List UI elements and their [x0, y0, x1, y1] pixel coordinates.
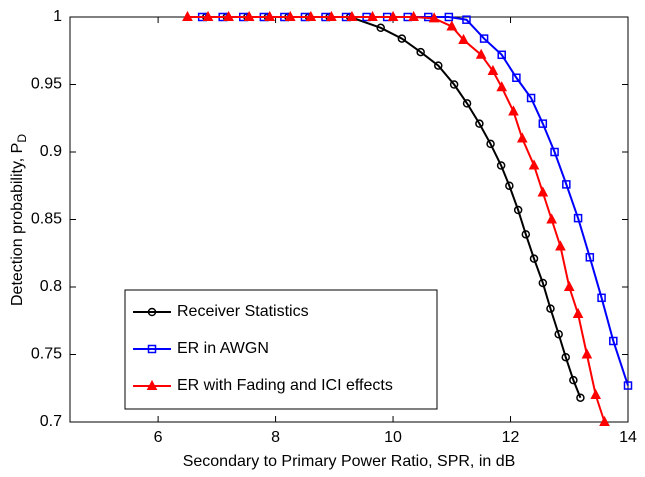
- y-tick-label: 0.85: [31, 211, 62, 228]
- marker: [505, 181, 514, 190]
- marker: [475, 48, 487, 59]
- x-tick-label: 12: [502, 429, 520, 446]
- y-tick-label: 0.75: [31, 346, 62, 363]
- marker: [428, 12, 440, 23]
- y-axis-label: Detection probability, PD: [9, 134, 29, 306]
- marker: [581, 348, 593, 359]
- marker: [462, 15, 471, 24]
- marker: [572, 307, 584, 318]
- marker: [146, 379, 158, 390]
- marker: [408, 10, 419, 21]
- marker: [563, 280, 575, 291]
- marker: [538, 278, 548, 288]
- marker: [496, 81, 508, 92]
- legend-label: Receiver Statistics: [177, 303, 309, 320]
- marker: [546, 304, 555, 313]
- marker: [573, 213, 583, 223]
- marker: [487, 64, 499, 75]
- marker: [590, 388, 602, 399]
- marker: [555, 240, 566, 251]
- marker: [521, 230, 531, 239]
- marker: [585, 253, 595, 262]
- marker: [284, 10, 296, 21]
- legend-box: [124, 289, 438, 410]
- marker: [223, 10, 234, 21]
- marker: [528, 159, 540, 170]
- marker: [609, 336, 618, 346]
- marker: [561, 352, 570, 362]
- marker: [326, 10, 337, 21]
- marker: [305, 10, 317, 21]
- x-tick-label: 14: [619, 429, 637, 446]
- marker: [202, 10, 214, 21]
- marker: [623, 381, 633, 390]
- marker: [529, 254, 539, 263]
- x-axis-label: Secondary to Primary Power Ratio, SPR, i…: [183, 453, 516, 470]
- marker: [513, 205, 523, 215]
- y-tick-label: 0.7: [40, 413, 62, 430]
- marker: [147, 307, 157, 317]
- marker: [475, 119, 484, 128]
- y-axis-label-text: Detection probability, P: [9, 143, 26, 306]
- y-axis-label-subscript: D: [15, 134, 29, 143]
- marker: [526, 93, 536, 103]
- marker: [550, 147, 559, 157]
- marker: [243, 10, 255, 21]
- y-tick-label: 0.95: [31, 76, 62, 93]
- marker: [512, 73, 521, 82]
- marker: [569, 375, 578, 385]
- marker: [446, 20, 458, 31]
- marker: [376, 23, 385, 33]
- marker: [346, 10, 358, 21]
- marker: [367, 10, 378, 21]
- marker: [554, 330, 563, 339]
- y-tick-label: 0.9: [40, 143, 62, 160]
- marker: [496, 161, 506, 170]
- legend-label: ER with Fading and ICI effects: [177, 377, 393, 394]
- marker: [444, 12, 454, 22]
- marker: [516, 132, 528, 143]
- marker: [458, 33, 469, 44]
- marker: [264, 10, 276, 21]
- marker: [416, 47, 425, 57]
- marker: [497, 50, 506, 60]
- marker: [538, 119, 548, 128]
- marker: [397, 34, 407, 43]
- marker: [462, 99, 472, 108]
- marker: [537, 186, 549, 197]
- marker: [562, 180, 571, 189]
- y-tick-label: 1: [53, 8, 62, 25]
- marker: [508, 105, 519, 116]
- x-tick-label: 8: [271, 429, 280, 446]
- legend-label: ER in AWGN: [177, 340, 269, 357]
- marker: [449, 80, 459, 89]
- marker: [434, 61, 443, 70]
- marker: [597, 293, 606, 303]
- x-tick-label: 6: [154, 429, 163, 446]
- marker: [182, 10, 193, 21]
- marker: [546, 213, 557, 224]
- marker: [576, 393, 585, 402]
- marker: [479, 34, 489, 43]
- legend: Receiver Statistics ER in AWGN ER with Fad…: [124, 289, 438, 410]
- marker: [387, 10, 399, 21]
- x-tick-label: 10: [384, 429, 402, 446]
- marker: [599, 415, 610, 426]
- marker: [486, 139, 495, 149]
- marker: [147, 344, 157, 354]
- y-tick-label: 0.8: [40, 278, 62, 295]
